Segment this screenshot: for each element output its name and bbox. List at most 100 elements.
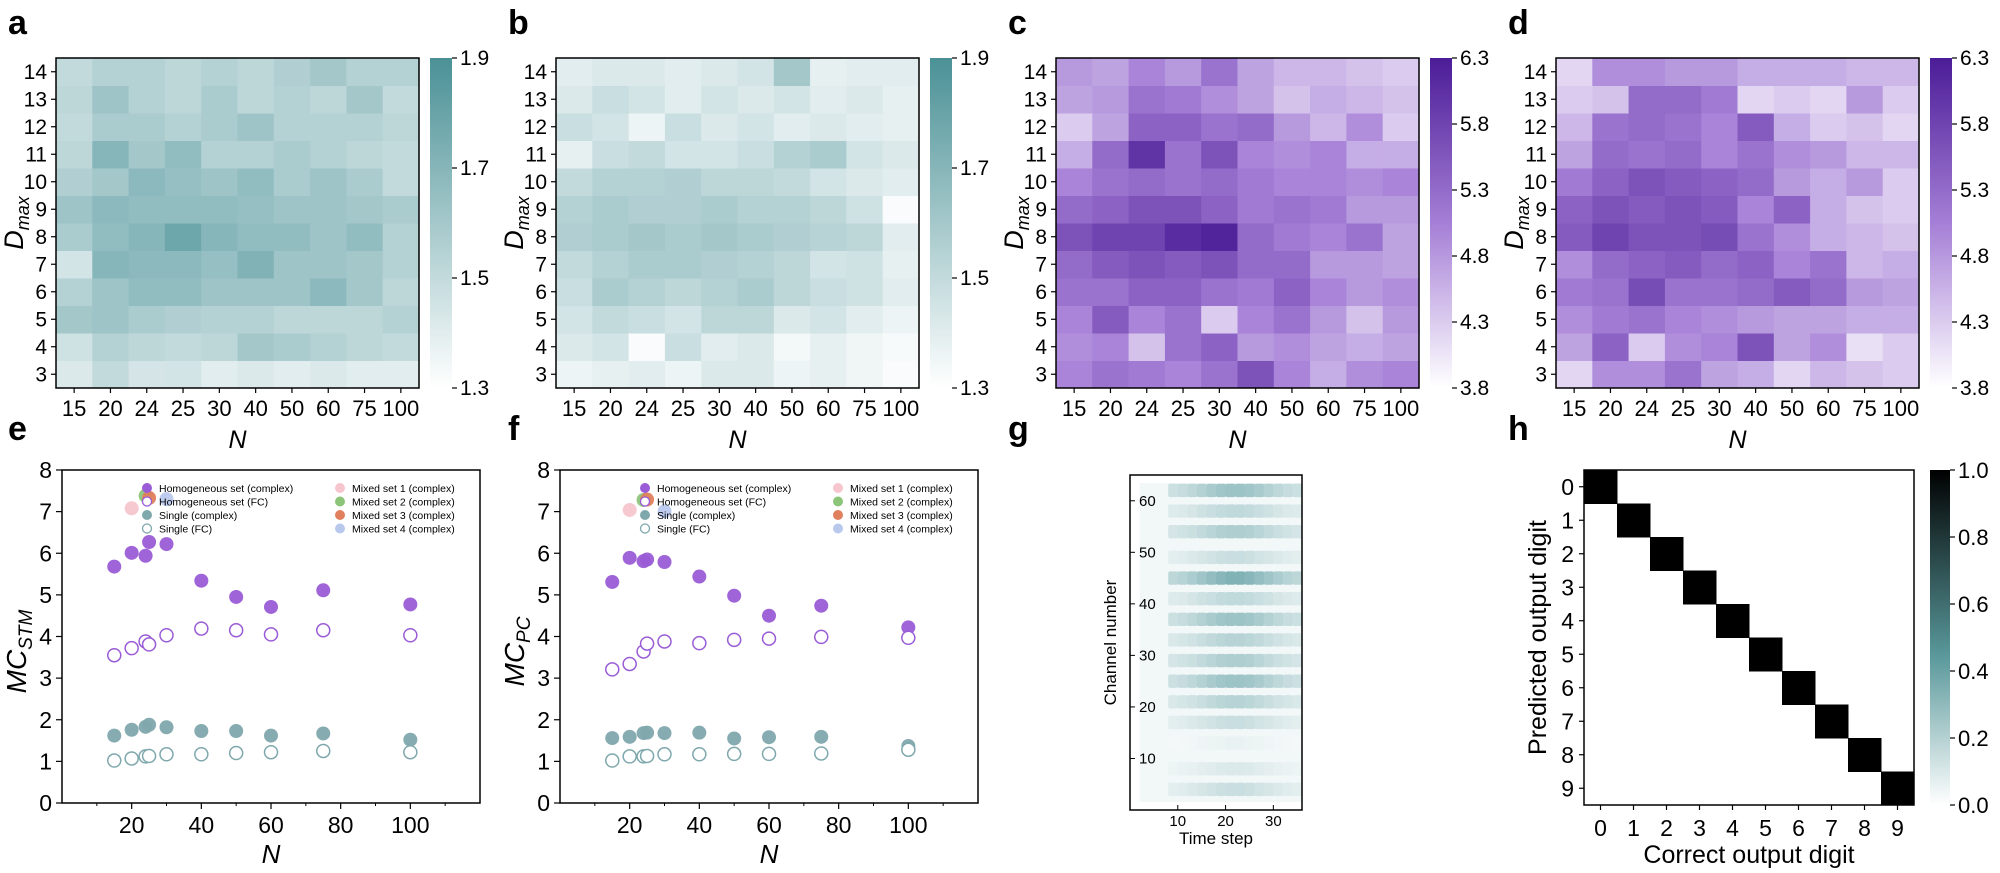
heatmap-cell <box>273 113 311 141</box>
channel-band <box>1292 762 1303 776</box>
channel-band <box>1263 782 1274 797</box>
heatmap-cell <box>1128 360 1166 389</box>
channel-band <box>1235 782 1246 797</box>
x-tick-label: 30 <box>1707 396 1731 421</box>
heatmap-cell <box>1164 360 1202 389</box>
channel-band <box>1263 674 1274 688</box>
channel-band <box>1187 653 1198 668</box>
heatmap-cell <box>1346 140 1384 169</box>
heatmap-cell <box>1773 360 1811 389</box>
heatmap-cell <box>810 360 847 389</box>
heatmap-cell <box>1773 305 1811 334</box>
channel-band <box>1273 695 1284 709</box>
heatmap-cell <box>773 278 811 306</box>
heatmap-cell <box>773 305 811 334</box>
heatmap-cell <box>1128 305 1166 334</box>
channel-band <box>1263 550 1274 565</box>
channel-band <box>1244 633 1255 647</box>
heatmap-cell <box>1846 250 1884 279</box>
heatmap-cell <box>1882 250 1920 279</box>
heatmap-cell <box>628 140 666 169</box>
heatmap-cell <box>92 85 130 114</box>
matrix-cell-diagonal <box>1782 671 1816 705</box>
data-point <box>403 597 418 612</box>
data-point <box>726 746 742 762</box>
heatmap-cell <box>237 195 275 224</box>
heatmap-cell <box>164 278 202 306</box>
y-tick-label: 4 <box>35 336 47 359</box>
heatmap-cell <box>1556 360 1593 389</box>
heatmap-cell <box>1092 58 1130 86</box>
heatmap-cell <box>1056 113 1093 141</box>
x-axis-label: N <box>728 426 747 454</box>
heatmap-cell <box>1701 250 1738 279</box>
data-point <box>194 723 209 738</box>
x-tick-label: 100 <box>1882 396 1919 421</box>
channel-band <box>1216 504 1227 518</box>
heatmap-cell <box>1382 113 1420 141</box>
channel-band <box>1177 612 1188 627</box>
heatmap-cell <box>1664 305 1702 334</box>
colorbar-tick-label: 1.3 <box>960 377 989 400</box>
channel-band <box>1292 653 1303 668</box>
heatmap-cell <box>882 140 920 169</box>
heatmap-cell <box>1382 360 1420 389</box>
heatmap-cell <box>1382 58 1420 86</box>
heatmap-cell <box>628 85 666 114</box>
legend-label: Homogeneous set (complex) <box>159 483 293 495</box>
data-point <box>605 574 620 589</box>
heatmap-cell <box>846 250 884 279</box>
data-point <box>403 732 418 747</box>
heatmap-cell <box>1592 168 1630 196</box>
channel-band <box>1282 550 1293 565</box>
heatmap-cell <box>1628 305 1666 334</box>
heatmap-cell <box>273 58 311 86</box>
data-point <box>640 552 655 567</box>
channel-band <box>1196 674 1207 688</box>
channel-band <box>1196 483 1207 498</box>
heatmap-cell <box>201 140 238 169</box>
heatmap-cell <box>1773 195 1811 224</box>
data-point <box>901 630 916 645</box>
channel-band <box>1187 782 1198 797</box>
heatmap-cell <box>1556 305 1593 334</box>
legend-marker <box>141 496 153 507</box>
heatmap-cell <box>737 360 775 389</box>
legend-marker <box>639 523 651 534</box>
heatmap-cell <box>1201 333 1238 361</box>
heatmap-cell <box>1237 140 1275 169</box>
channel-band <box>1168 612 1179 627</box>
heatmap-cell <box>701 168 738 196</box>
heatmap-cell <box>664 333 702 361</box>
channel-band <box>1177 674 1188 688</box>
heatmap-cell <box>237 250 275 279</box>
heatmap-cell <box>556 250 593 279</box>
heatmap-cell <box>1773 58 1811 86</box>
heatmap-cell <box>882 58 920 86</box>
x-tick-label: 25 <box>171 396 195 421</box>
data-point <box>159 492 174 507</box>
channel-band <box>1263 695 1274 709</box>
heatmap-cell <box>1164 333 1202 361</box>
x-tick-label: 80 <box>826 812 852 838</box>
heatmap-cell <box>1664 168 1702 196</box>
y-tick-label: 6 <box>39 540 52 566</box>
heatmap-cell <box>273 140 311 169</box>
channel-band <box>1292 483 1303 498</box>
heatmap-cell <box>1382 85 1420 114</box>
heatmap-cell <box>1273 58 1311 86</box>
channel-band <box>1225 653 1236 668</box>
heatmap-cell <box>310 305 347 334</box>
channel-band <box>1177 591 1188 606</box>
y-tick-label: 12 <box>1024 116 1047 139</box>
channel-band <box>1216 653 1227 668</box>
data-point <box>639 636 655 651</box>
heatmap-cell <box>1056 140 1093 169</box>
y-tick-label: 14 <box>524 61 548 84</box>
heatmap-cell <box>1164 113 1202 141</box>
matrix-cell-diagonal <box>1683 570 1717 605</box>
y-tick-label: 7 <box>1035 253 1047 276</box>
heatmap-cell <box>1592 140 1630 169</box>
heatmap-cell <box>1737 333 1775 361</box>
channel-band <box>1168 550 1179 565</box>
